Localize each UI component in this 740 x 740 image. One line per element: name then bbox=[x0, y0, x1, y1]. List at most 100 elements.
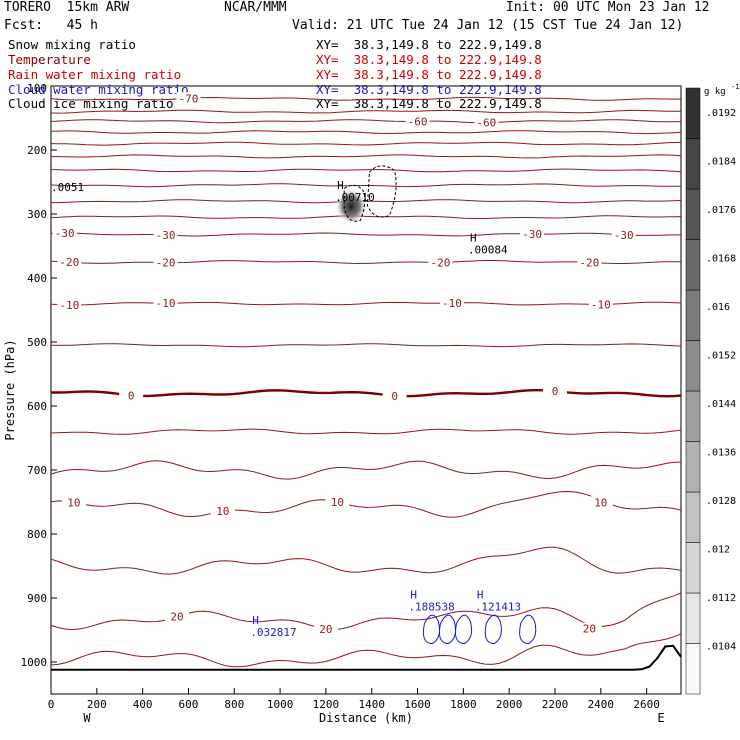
isotherm-line bbox=[50, 130, 682, 135]
y-tick-label: 800 bbox=[27, 528, 47, 541]
x-tick-label: 200 bbox=[87, 698, 107, 711]
terrain-line bbox=[51, 644, 682, 671]
isotherm-label: 10 bbox=[67, 496, 80, 509]
isotherm-line bbox=[50, 119, 682, 124]
isotherm-label: -20 bbox=[156, 257, 176, 270]
colorbar-tick-label: .0176 bbox=[706, 205, 736, 216]
max-marker-symbol: H bbox=[477, 588, 484, 601]
isotherm-label-bg bbox=[165, 610, 189, 623]
isotherm-label-bg bbox=[611, 228, 636, 241]
header-fcst: Fcst: 45 h bbox=[4, 18, 98, 33]
isotherm-label: 10 bbox=[594, 496, 607, 509]
isotherm-label: 0 bbox=[391, 390, 398, 403]
isotherm-label-bg bbox=[382, 389, 407, 402]
isotherm-label-bg bbox=[474, 116, 499, 129]
header-valid: Valid: 21 UTC Tue 24 Jan 12 (15 CST Tue … bbox=[292, 18, 684, 33]
colorbar-swatch bbox=[685, 592, 701, 644]
cloud-water-contour bbox=[454, 614, 473, 645]
isotherm-line bbox=[50, 96, 681, 101]
x-tick-label: 600 bbox=[179, 698, 199, 711]
colorbar-tick-label: .0184 bbox=[706, 157, 736, 168]
isotherm-label: -30 bbox=[522, 228, 542, 241]
cloud-ice-contour bbox=[366, 165, 397, 218]
isotherm-label: -10 bbox=[59, 299, 79, 312]
isotherm-label-bg bbox=[325, 495, 350, 508]
isotherm-line bbox=[50, 460, 682, 480]
isotherm-label-bg bbox=[176, 92, 201, 105]
x-tick-label: 1800 bbox=[450, 698, 477, 711]
isotherm-label-bg bbox=[428, 256, 453, 269]
colorbar-swatch bbox=[685, 138, 701, 190]
colorbar-tick-label: .0192 bbox=[706, 108, 736, 119]
isotherm-label: -20 bbox=[59, 256, 79, 269]
max-marker-symbol: H bbox=[252, 614, 259, 627]
header-center: NCAR/MMM bbox=[224, 0, 287, 15]
isotherm-label: -10 bbox=[591, 298, 611, 311]
colorbar-swatch bbox=[685, 491, 701, 543]
colorbar-tick-label: .0152 bbox=[706, 351, 736, 362]
colorbar-unit: g kg bbox=[704, 87, 726, 97]
max-marker-value: .00710 bbox=[335, 191, 375, 204]
x-right-label: E bbox=[657, 711, 664, 725]
y-tick-label: 400 bbox=[27, 272, 47, 285]
isotherm-line bbox=[50, 592, 682, 631]
field-label-temperature: Temperature bbox=[8, 52, 91, 67]
colorbar-tick-label: .012 bbox=[706, 545, 730, 556]
isotherm-line bbox=[50, 301, 682, 306]
x-tick-label: 1200 bbox=[313, 698, 340, 711]
colorbar-swatch bbox=[685, 188, 701, 240]
isotherm-label-bg bbox=[588, 298, 613, 311]
colorbar-tick-label: .0144 bbox=[706, 399, 736, 410]
x-tick-label: 2400 bbox=[588, 698, 615, 711]
y-tick-label: 600 bbox=[27, 400, 47, 413]
isotherm-label-bg bbox=[577, 256, 602, 269]
y-top-partial-label: 100 bbox=[27, 82, 47, 95]
x-tick-label: 400 bbox=[133, 698, 153, 711]
isotherm-label: 20 bbox=[319, 623, 332, 636]
x-axis-title: Distance (km) bbox=[319, 711, 413, 725]
isotherm-label-bg bbox=[577, 622, 602, 635]
isotherm-label-bg bbox=[153, 228, 178, 241]
isotherm-line bbox=[51, 154, 682, 159]
isotherm-label: -70 bbox=[179, 92, 199, 105]
y-axis-title: Pressure (hPa) bbox=[3, 339, 17, 440]
x-left-label: W bbox=[83, 711, 91, 725]
isotherm-label-bg bbox=[543, 385, 567, 398]
isotherm-label-bg bbox=[153, 297, 178, 310]
max-marker-value: .188538 bbox=[408, 600, 454, 613]
isotherm-label-bg bbox=[57, 256, 82, 269]
cloud-water-contour bbox=[422, 614, 441, 645]
field-label-snow: Snow mixing ratio bbox=[8, 37, 136, 52]
isotherm-label: -30 bbox=[156, 229, 176, 242]
x-tick-label: 2600 bbox=[633, 698, 660, 711]
x-tick-label: 2200 bbox=[542, 698, 569, 711]
colorbar-tick-label: .0104 bbox=[706, 642, 736, 653]
isotherm-line bbox=[50, 141, 682, 146]
isotherm-label: -20 bbox=[579, 256, 599, 269]
isotherm-line bbox=[50, 490, 682, 518]
colorbar-tick-label: .0112 bbox=[706, 593, 736, 604]
isotherm-label-bg bbox=[210, 505, 235, 518]
isotherm-label: -60 bbox=[476, 117, 496, 130]
isotherm-label: 0 bbox=[552, 385, 559, 398]
y-tick-label: 700 bbox=[27, 464, 47, 477]
y-tick-label: 1000 bbox=[21, 656, 48, 669]
isotherm-label: -10 bbox=[442, 297, 462, 310]
max-marker-value: .00084 bbox=[468, 243, 508, 256]
y-tick-label: 500 bbox=[27, 336, 47, 349]
isotherm-label-bg bbox=[57, 298, 82, 311]
isotherm-line bbox=[50, 215, 682, 219]
colorbar-tick-label: .0128 bbox=[706, 496, 736, 507]
isotherm-label: -30 bbox=[614, 229, 634, 242]
field-xy-temperature: XY= 38.3,149.8 to 222.9,149.8 bbox=[316, 52, 542, 67]
cloud-water-contour bbox=[438, 614, 457, 645]
isotherm-label: 20 bbox=[583, 623, 596, 636]
colorbar-tick-label: .0136 bbox=[706, 448, 736, 459]
isotherm-label: -60 bbox=[408, 115, 428, 128]
isotherm-label-bg bbox=[52, 226, 77, 239]
max-marker-value: .032817 bbox=[250, 626, 296, 639]
x-tick-label: 1400 bbox=[358, 698, 385, 711]
y-tick-label: 200 bbox=[27, 144, 47, 157]
isotherm-label-bg bbox=[520, 227, 545, 240]
